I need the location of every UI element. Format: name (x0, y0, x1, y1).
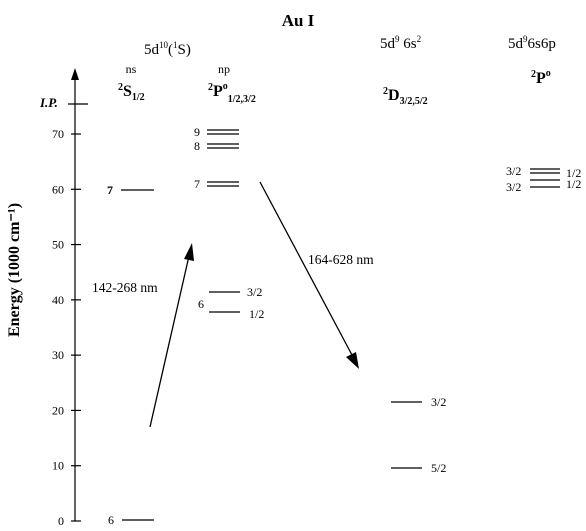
config-5d9-6s6p-header: 5d96s6p (508, 34, 556, 52)
term-2S-label: 2S1/2 (118, 82, 145, 103)
absorption-wavelength-label: 142-268 nm (92, 280, 158, 295)
level-7p-label: 7 (194, 177, 200, 191)
y-axis-arrowhead (71, 68, 79, 80)
np-series-label: np (218, 62, 230, 76)
y-tick-label: 10 (52, 459, 64, 473)
level-7s-label: 7 (107, 183, 113, 197)
emission-arrowhead (346, 352, 359, 369)
level-6p-1-2-label: 1/2 (249, 307, 264, 321)
config-5d9-6s2-header: 5d9 6s2 (380, 34, 421, 52)
level-6s-label: 6 (108, 513, 114, 527)
y-axis-label: Energy (1000 cm⁻¹) (6, 203, 23, 337)
level-2P-6s6p-left-bottom-label: 3/2 (506, 180, 521, 194)
y-tick-label: 70 (52, 127, 64, 141)
level-2P-6s6p-right-bottom-label: 1/2 (566, 177, 581, 191)
level-9p-label: 9 (194, 125, 200, 139)
ns-series-label: ns (126, 62, 137, 76)
term-2P-6s6p-label: 2Po (531, 68, 551, 87)
emission-arrow-line (259, 181, 353, 356)
y-axis-ticks: 0 10 20 30 40 50 60 70 (52, 127, 81, 528)
level-8p-label: 8 (194, 139, 200, 153)
y-tick-label: 50 (52, 238, 64, 252)
level-2P-6s6p-right-top-label: 1/2 (566, 166, 581, 180)
absorption-arrow-line (149, 255, 190, 428)
level-2P-6s6p-left-top-label: 3/2 (506, 164, 521, 178)
y-tick-label: 0 (58, 514, 64, 528)
level-2D-3-2-label: 3/2 (431, 395, 446, 409)
emission-wavelength-label: 164-628 nm (308, 252, 374, 267)
level-6p-label: 6 (198, 297, 204, 311)
config-5d10-header: 5d10(1S) (144, 40, 191, 58)
y-tick-label: 60 (52, 182, 64, 196)
term-2D-label: 2D3/2,5/2 (383, 86, 428, 107)
level-2D-5-2-label: 5/2 (431, 461, 446, 475)
ionization-potential-label: I.P. (39, 95, 58, 110)
absorption-arrowhead (184, 243, 194, 261)
y-tick-label: 40 (52, 293, 64, 307)
y-tick-label: 30 (52, 348, 64, 362)
y-tick-label: 20 (52, 403, 64, 417)
diagram-title: Au I (282, 11, 315, 30)
term-2P-np-label: 2Po1/2,3/2 (208, 81, 256, 105)
level-6p-3-2-label: 3/2 (247, 285, 262, 299)
